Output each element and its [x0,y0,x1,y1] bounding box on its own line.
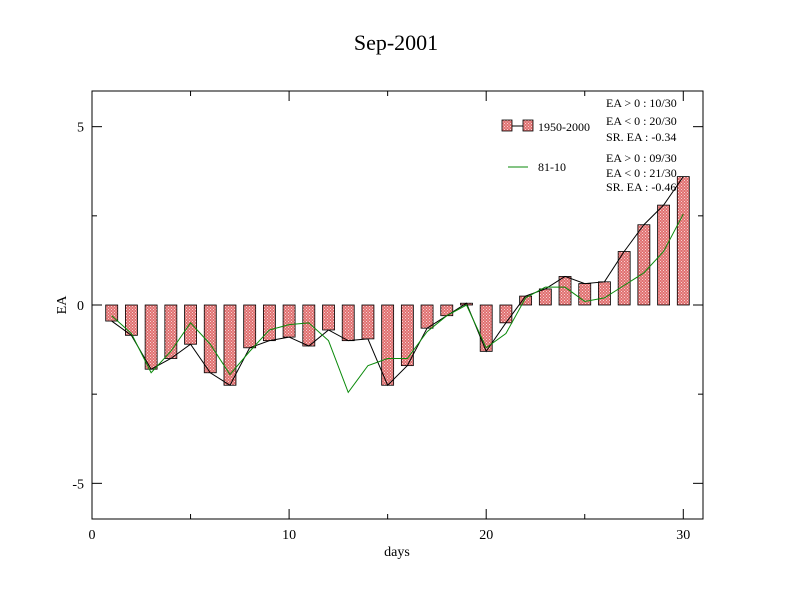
bar-day-30 [676,176,690,306]
bar-day-4 [164,304,178,359]
x-tick-label-30: 30 [676,528,690,543]
bar-day-6 [203,304,217,374]
stat-1950-positive: EA > 0 : 10/30 [606,96,677,110]
stat-8110-negative: EA < 0 : 21/30 [606,166,677,180]
legend-bar-swatch-left [501,119,513,132]
stat-1950-negative: EA < 0 : 20/30 [606,114,677,128]
bar-day-23 [538,288,552,306]
legend-label-bars: 1950-2000 [538,120,590,134]
series-line-81-10 [111,213,684,394]
chart-title: Sep-2001 [354,30,438,55]
bar-day-26 [598,281,611,306]
legend-bar-swatch-right [522,119,534,132]
stat-8110-positive: EA > 0 : 09/30 [606,151,677,165]
bar-day-14 [361,304,375,340]
stat-8110-sr: SR. EA : -0.46 [606,180,676,194]
y-tick-label--5: -5 [72,477,84,492]
bar-day-12 [322,304,335,331]
bar-day-18 [440,304,454,317]
bar-day-17 [420,304,434,329]
legend-label-line: 81-10 [538,160,566,174]
bar-day-3 [144,304,158,370]
bar-day-1 [105,304,119,322]
bar-day-16 [400,304,414,367]
bar-connector-line [111,176,684,387]
x-tick-label-0: 0 [89,528,96,543]
bar-day-21 [499,304,513,324]
bar-day-7 [223,304,237,386]
bar-day-10 [282,304,296,338]
x-tick-label-20: 20 [479,528,493,543]
y-axis-label: EA [55,295,70,315]
bar-day-29 [657,204,670,306]
bar-day-8 [243,304,257,349]
legend: 1950-2000 81-10 EA > 0 : 10/30 EA < 0 : … [501,96,677,194]
y-tick-label-5: 5 [77,121,84,136]
bar-day-2 [125,304,138,336]
bar-day-13 [341,304,355,342]
bar-day-27 [617,251,631,306]
bar-day-15 [381,304,395,386]
y-tick-label-0: 0 [77,299,84,314]
x-tick-label-10: 10 [282,528,296,543]
bar-day-9 [262,304,276,342]
bar-day-11 [302,304,316,347]
bar-day-5 [184,304,197,345]
bar-day-28 [637,224,651,306]
x-axis-label: days [384,545,410,560]
stat-1950-sr: SR. EA : -0.34 [606,130,676,144]
